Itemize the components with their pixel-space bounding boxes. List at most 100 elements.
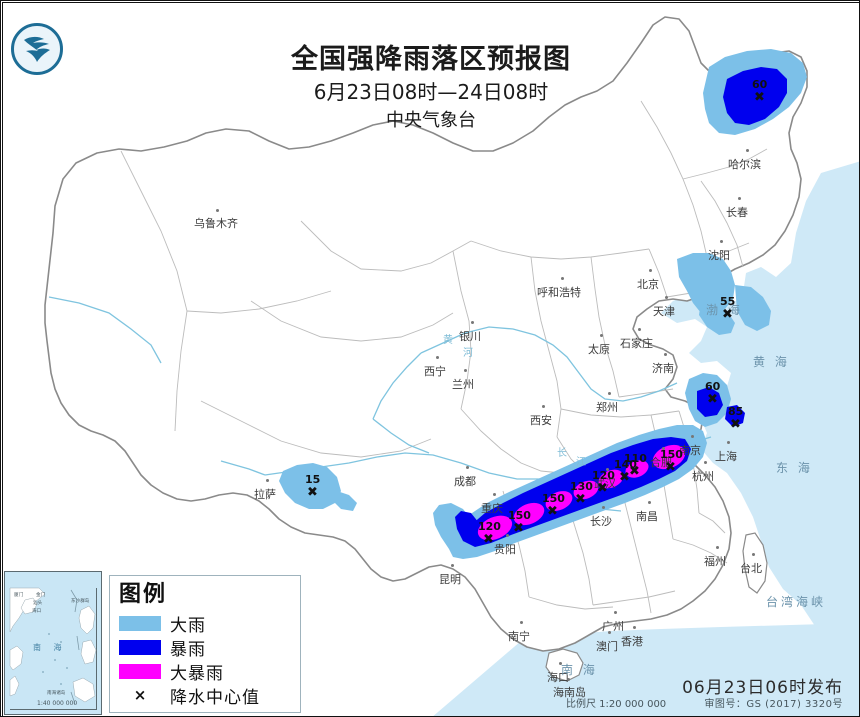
city-dot [436, 356, 439, 359]
city-dot [716, 546, 719, 549]
city-dot [471, 321, 474, 324]
city-dot [216, 209, 219, 212]
city-label: 福州 [704, 555, 726, 568]
rain-band-yangtze [433, 425, 707, 559]
precip-center-value: 55 [720, 295, 736, 308]
issuing-agency: 中央气象台 [386, 110, 476, 131]
sea-name-label: 渤 海 [706, 303, 743, 317]
city-label: 合肥 [650, 456, 672, 469]
city-dot [638, 328, 641, 331]
city-dot [606, 468, 609, 471]
city-label: 南宁 [508, 630, 530, 643]
city-label: 海南岛 [553, 686, 586, 699]
rain-zone-northeast [703, 49, 807, 135]
city-label: 太原 [588, 343, 610, 356]
map-scale: 比例尺 1:20 000 000 [566, 699, 667, 710]
river-name-label: 长 [557, 448, 567, 459]
rain-zone-east-coast [685, 373, 745, 427]
precip-center-cross-icon: ✖ [707, 392, 718, 407]
city-label: 沈阳 [708, 249, 730, 262]
precip-center-value: 140 [614, 458, 637, 471]
city-dot [542, 405, 545, 408]
city-label: 香港 [621, 635, 643, 648]
legend-swatch-severe-rainstorm [119, 663, 161, 679]
sea-name-label: 东 海 [776, 461, 813, 475]
city-label: 南昌 [636, 510, 658, 523]
rainstorm-band-tail [455, 511, 479, 543]
page-title: 全国强降雨落区预报图 [291, 44, 571, 75]
city-label: 石家庄 [620, 337, 653, 350]
city-label: 西宁 [424, 365, 446, 378]
city-label: 广州 [602, 620, 624, 633]
cma-dragon-logo-icon [11, 23, 63, 75]
precip-center-value: 60 [752, 78, 768, 91]
river-name-label: 河 [463, 348, 473, 359]
heavy-rain-area-bohai [677, 253, 735, 315]
precip-center-value: 150 [508, 509, 531, 522]
city-dot [720, 240, 723, 243]
precip-center-value: 150 [660, 448, 683, 461]
south-china-sea-inset-map: 南 海 厦门 金门 汕头 海口 东沙群岛 南海诸岛 1:40 000 000 [4, 571, 102, 715]
legend-item-heavy-rain: 大雨 [119, 611, 291, 636]
precip-center-cross-icon: ✖ [483, 532, 494, 547]
severe-rainstorm-cells [477, 444, 686, 541]
city-dot [561, 277, 564, 280]
forecast-period: 6月23日08时—24日08时 [313, 80, 549, 104]
city-label: 哈尔滨 [728, 158, 761, 171]
precip-center-cross-icon: ✖ [629, 464, 640, 479]
precip-center-cross-icon: ✖ [575, 492, 586, 507]
precip-center-value: 120 [478, 520, 501, 533]
precip-center-cross-icon: ✖ [722, 307, 733, 322]
sea-name-label: 黄 海 [753, 355, 790, 369]
precip-center-value: 15 [305, 473, 321, 486]
rainstorm-area-ne [723, 67, 787, 125]
legend-label-rainstorm: 暴雨 [170, 639, 206, 660]
precip-center-value: 150 [542, 492, 565, 505]
city-label: 北京 [637, 278, 659, 291]
map-title-block: 全国强降雨落区预报图 6月23日08时—24日08时 中央气象台 [251, 43, 611, 135]
map-approval-number: 审图号：GS (2017) 3320号 [704, 699, 843, 710]
legend-item-severe-rainstorm: 大暴雨 [119, 659, 291, 684]
city-label: 拉萨 [254, 488, 276, 501]
precip-center-value: 85 [728, 405, 744, 418]
heavy-rain-area-shandong [699, 301, 735, 335]
legend-swatch-heavy-rain [119, 615, 161, 631]
sea-area [661, 161, 859, 716]
city-label: 乌鲁木齐 [194, 217, 238, 230]
city-dot [559, 662, 562, 665]
city-label: 兰州 [452, 378, 474, 391]
precip-center-cross-icon: ✖ [597, 481, 608, 496]
city-label: 西安 [530, 414, 552, 427]
city-dot [738, 197, 741, 200]
rainstorm-area-east [697, 387, 723, 417]
inset-label-xiamen: 厦门 [14, 593, 24, 598]
city-label: 郑州 [596, 401, 618, 414]
city-dot [464, 369, 467, 372]
rainstorm-area-shanghai [725, 405, 745, 427]
city-label: 成都 [454, 475, 476, 488]
publish-time: 06月23日06时发布 [682, 678, 843, 698]
rain-zone-tibet [279, 463, 357, 511]
city-dot [602, 506, 605, 509]
city-dot [466, 466, 469, 469]
heavy-rain-area-yellow-sea [735, 285, 771, 331]
city-dot [520, 621, 523, 624]
rain-zone-bohai [677, 253, 771, 335]
legend-swatch-rainstorm [119, 639, 161, 655]
inset-scale: 1:40 000 000 [37, 700, 78, 707]
city-dot [567, 678, 570, 681]
city-dot [727, 441, 730, 444]
city-label: 济南 [652, 362, 674, 375]
city-dot [614, 611, 617, 614]
legend-item-precip-center: × 降水中心值 [119, 683, 291, 708]
legend-item-rainstorm: 暴雨 [119, 635, 291, 660]
legend-label-severe-rainstorm: 大暴雨 [170, 663, 224, 684]
precip-center-cross-icon: ✖ [547, 504, 558, 519]
city-dot [608, 631, 611, 634]
city-dot [665, 296, 668, 299]
legend-label-heavy-rain: 大雨 [170, 615, 206, 636]
precip-center-value: 110 [624, 452, 647, 465]
inset-label-nanhai-zhudao: 南海诸岛 [47, 691, 66, 696]
precip-center-cross-icon: ✖ [665, 460, 676, 475]
